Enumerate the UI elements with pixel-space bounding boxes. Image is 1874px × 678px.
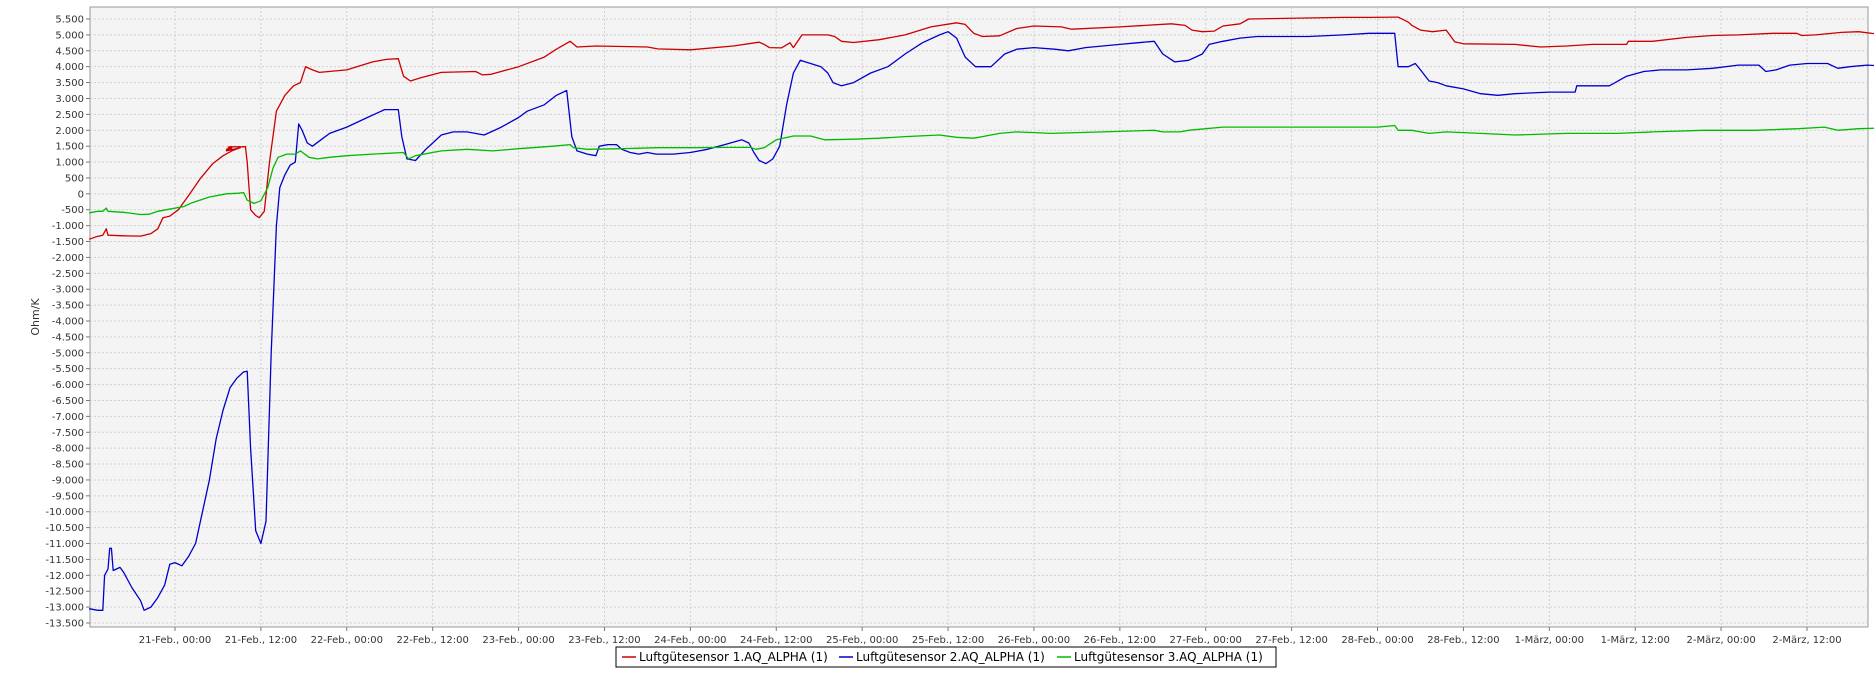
y-tick-label: -10.000 — [45, 507, 84, 518]
x-tick-label: 21-Feb., 00:00 — [139, 635, 211, 646]
y-tick-label: -500 — [61, 205, 84, 216]
y-tick-label: -7.000 — [52, 412, 84, 423]
y-tick-label: 4.000 — [55, 62, 84, 73]
x-tick-label: 23-Feb., 00:00 — [482, 635, 554, 646]
y-tick-label: -5.500 — [52, 364, 84, 375]
x-tick-label: 24-Feb., 00:00 — [654, 635, 726, 646]
y-tick-label: -1.000 — [52, 221, 84, 232]
y-tick-label: 5.500 — [55, 15, 84, 26]
x-gridlines — [174, 7, 1808, 627]
y-tick-label: -4.500 — [52, 332, 84, 343]
y-tick-label: -9.000 — [52, 475, 84, 486]
x-tick-label: 21-Feb., 12:00 — [225, 635, 297, 646]
y-tick-label: -1.500 — [52, 237, 84, 248]
x-tick-label: 1-März, 12:00 — [1601, 635, 1670, 646]
y-tick-label: -11.500 — [45, 555, 84, 566]
series-line-sensor-1 — [88, 16, 1874, 240]
x-tick-label: 26-Feb., 12:00 — [1084, 635, 1156, 646]
y-gridlines — [90, 18, 1868, 624]
x-tick-label: 24-Feb., 12:00 — [740, 635, 812, 646]
y-tick-label: 0 — [78, 189, 84, 200]
y-tick-label: 1.000 — [55, 158, 84, 169]
y-tick-label: -2.000 — [52, 253, 84, 264]
x-tick-label: 22-Feb., 12:00 — [396, 635, 468, 646]
legend-label-sensor-1: Luftgütesensor 1.AQ_ALPHA (1) — [639, 650, 828, 664]
y-tick-label: 500 — [65, 173, 84, 184]
y-tick-label: -9.500 — [52, 491, 84, 502]
y-tick-label: 4.500 — [55, 46, 84, 57]
x-tick-label: 26-Feb., 00:00 — [998, 635, 1070, 646]
y-tick-label: 2.500 — [55, 110, 84, 121]
legend-box — [615, 646, 1277, 668]
legend-label-sensor-3: Luftgütesensor 3.AQ_ALPHA (1) — [1074, 650, 1263, 664]
y-tick-label: -4.000 — [52, 317, 84, 328]
y-tick-label: -8.000 — [52, 444, 84, 455]
x-tick-label: 2-März, 12:00 — [1772, 635, 1841, 646]
x-tick-label: 27-Feb., 00:00 — [1170, 635, 1242, 646]
y-tick-label: 2.000 — [55, 126, 84, 137]
x-tick-label: 28-Feb., 12:00 — [1427, 635, 1499, 646]
y-tick-label: -10.500 — [45, 523, 84, 534]
y-tick-label: 3.500 — [55, 78, 84, 89]
plot-background — [89, 6, 1869, 628]
y-tick-label: -11.000 — [45, 539, 84, 550]
x-tick-label: 27-Feb., 12:00 — [1255, 635, 1327, 646]
y-tick-label: -6.000 — [52, 380, 84, 391]
x-tick-label: 23-Feb., 12:00 — [568, 635, 640, 646]
y-tick-label: 1.500 — [55, 142, 84, 153]
y-tick-label: -8.500 — [52, 460, 84, 471]
y-tick-label: -13.500 — [45, 619, 84, 630]
y-tick-label: -12.500 — [45, 587, 84, 598]
y-tick-label: -3.500 — [52, 301, 84, 312]
legend-label-sensor-2: Luftgütesensor 2.AQ_ALPHA (1) — [856, 650, 1045, 664]
y-tick-label: -7.500 — [52, 428, 84, 439]
x-tick-label: 25-Feb., 00:00 — [826, 635, 898, 646]
y-tick-label: -6.500 — [52, 396, 84, 407]
x-tick-label: 1-März, 00:00 — [1515, 635, 1584, 646]
y-axis-ticks: 5.500 5.000 4.500 4.000 3.500 3.000 2.500 2.000… — [45, 15, 90, 630]
x-tick-label: 22-Feb., 00:00 — [311, 635, 383, 646]
y-tick-label: 3.000 — [55, 94, 84, 105]
series-lines — [88, 16, 1874, 611]
y-tick-label: -13.000 — [45, 603, 84, 614]
series-line-sensor-3 — [88, 124, 1874, 216]
y-tick-label: -2.500 — [52, 269, 84, 280]
y-tick-label: -3.000 — [52, 285, 84, 296]
legend: Luftgütesensor 1.AQ_ALPHA (1) Luftgütese… — [615, 646, 1277, 668]
x-tick-label: 28-Feb., 00:00 — [1341, 635, 1413, 646]
y-axis-title: Ohm/K — [29, 298, 42, 336]
x-axis-ticks: 21-Feb., 00:00 21-Feb., 12:00 22-Feb., 00:… — [139, 627, 1842, 646]
x-tick-label: 25-Feb., 12:00 — [912, 635, 984, 646]
y-tick-label: -5.000 — [52, 348, 84, 359]
y-tick-label: 5.000 — [55, 30, 84, 41]
y-tick-label: -12.000 — [45, 571, 84, 582]
series-line-sensor-2 — [88, 31, 1874, 611]
x-tick-label: 2-März, 00:00 — [1686, 635, 1755, 646]
